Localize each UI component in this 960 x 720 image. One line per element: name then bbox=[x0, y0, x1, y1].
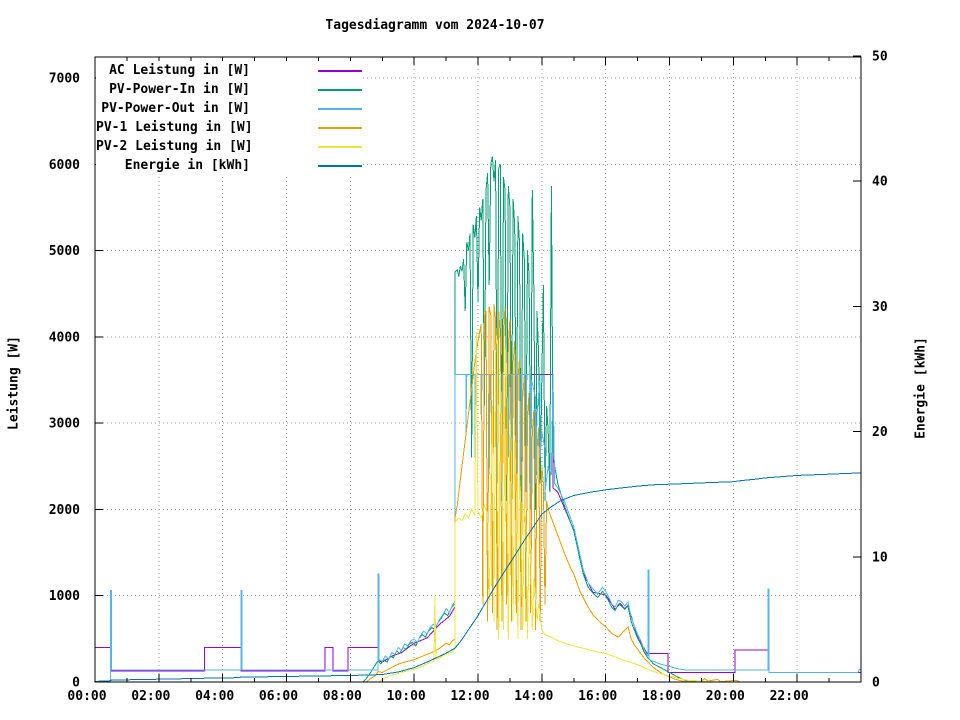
legend-item-pv_in: PV-Power-In in [W] bbox=[96, 80, 362, 99]
legend-label: PV-2 Leistung in [W] bbox=[96, 139, 253, 154]
y-left-tick-label: 6000 bbox=[49, 158, 80, 173]
x-tick-label: 20:00 bbox=[706, 689, 745, 704]
series-line-pv2 bbox=[95, 328, 861, 682]
x-tick-label: 12:00 bbox=[450, 689, 489, 704]
series-line-ac bbox=[95, 374, 861, 673]
legend-line-swatch bbox=[318, 145, 362, 148]
legend-line-swatch bbox=[318, 126, 362, 129]
x-tick-label: 14:00 bbox=[514, 689, 553, 704]
legend-label: PV-1 Leistung in [W] bbox=[96, 120, 253, 135]
legend-item-pv_out: PV-Power-Out in [W] bbox=[96, 99, 362, 118]
chart-title: Tagesdiagramm vom 2024-10-07 bbox=[325, 18, 545, 33]
y-left-tick-label: 4000 bbox=[49, 330, 80, 345]
y-left-tick-label: 5000 bbox=[49, 244, 80, 259]
x-tick-label: 22:00 bbox=[770, 689, 809, 704]
x-tick-label: 08:00 bbox=[323, 689, 362, 704]
y-right-tick-label: 50 bbox=[872, 50, 888, 65]
y-left-tick-label: 0 bbox=[72, 676, 80, 691]
y-left-tick-label: 1000 bbox=[49, 589, 80, 604]
series-group bbox=[95, 156, 861, 682]
x-tick-label: 00:00 bbox=[67, 689, 106, 704]
y-right-tick-label: 40 bbox=[872, 175, 888, 190]
x-tick-label: 10:00 bbox=[387, 689, 426, 704]
x-tick-label: 18:00 bbox=[642, 689, 681, 704]
y-right-tick-label: 20 bbox=[872, 425, 888, 440]
legend-item-energie: Energie in [kWh] bbox=[96, 156, 362, 175]
y-left-tick-label: 2000 bbox=[49, 503, 80, 518]
legend-item-pv1: PV-1 Leistung in [W] bbox=[96, 118, 362, 137]
y-right-tick-label: 0 bbox=[872, 676, 880, 691]
series-line-pv_in bbox=[95, 156, 861, 682]
legend-item-pv2: PV-2 Leistung in [W] bbox=[96, 137, 362, 156]
y-axis-label-right: Energie [kWh] bbox=[913, 337, 929, 439]
legend-line-swatch bbox=[318, 88, 362, 91]
legend-label: Energie in [kWh] bbox=[124, 158, 250, 173]
legend: AC Leistung in [W] PV-Power-In in [W] PV-P… bbox=[96, 61, 362, 175]
y-left-tick-label: 7000 bbox=[49, 72, 80, 87]
legend-label: PV-Power-In in [W] bbox=[109, 82, 250, 97]
y-axis-label-left: Leistung [W] bbox=[6, 336, 22, 430]
legend-line-swatch bbox=[318, 164, 362, 167]
series-line-energie bbox=[95, 472, 861, 682]
legend-line-swatch bbox=[318, 107, 362, 110]
y-right-tick-label: 10 bbox=[872, 550, 888, 565]
legend-line-swatch bbox=[318, 69, 362, 72]
x-tick-label: 02:00 bbox=[131, 689, 170, 704]
x-tick-label: 04:00 bbox=[195, 689, 234, 704]
legend-label: PV-Power-Out in [W] bbox=[101, 101, 250, 116]
x-tick-label: 16:00 bbox=[578, 689, 617, 704]
legend-item-ac: AC Leistung in [W] bbox=[96, 61, 362, 80]
legend-label: AC Leistung in [W] bbox=[109, 63, 250, 78]
y-left-tick-label: 3000 bbox=[49, 417, 80, 432]
series-line-pv_out bbox=[95, 374, 861, 682]
x-tick-label: 06:00 bbox=[259, 689, 298, 704]
y-right-tick-label: 30 bbox=[872, 300, 888, 315]
